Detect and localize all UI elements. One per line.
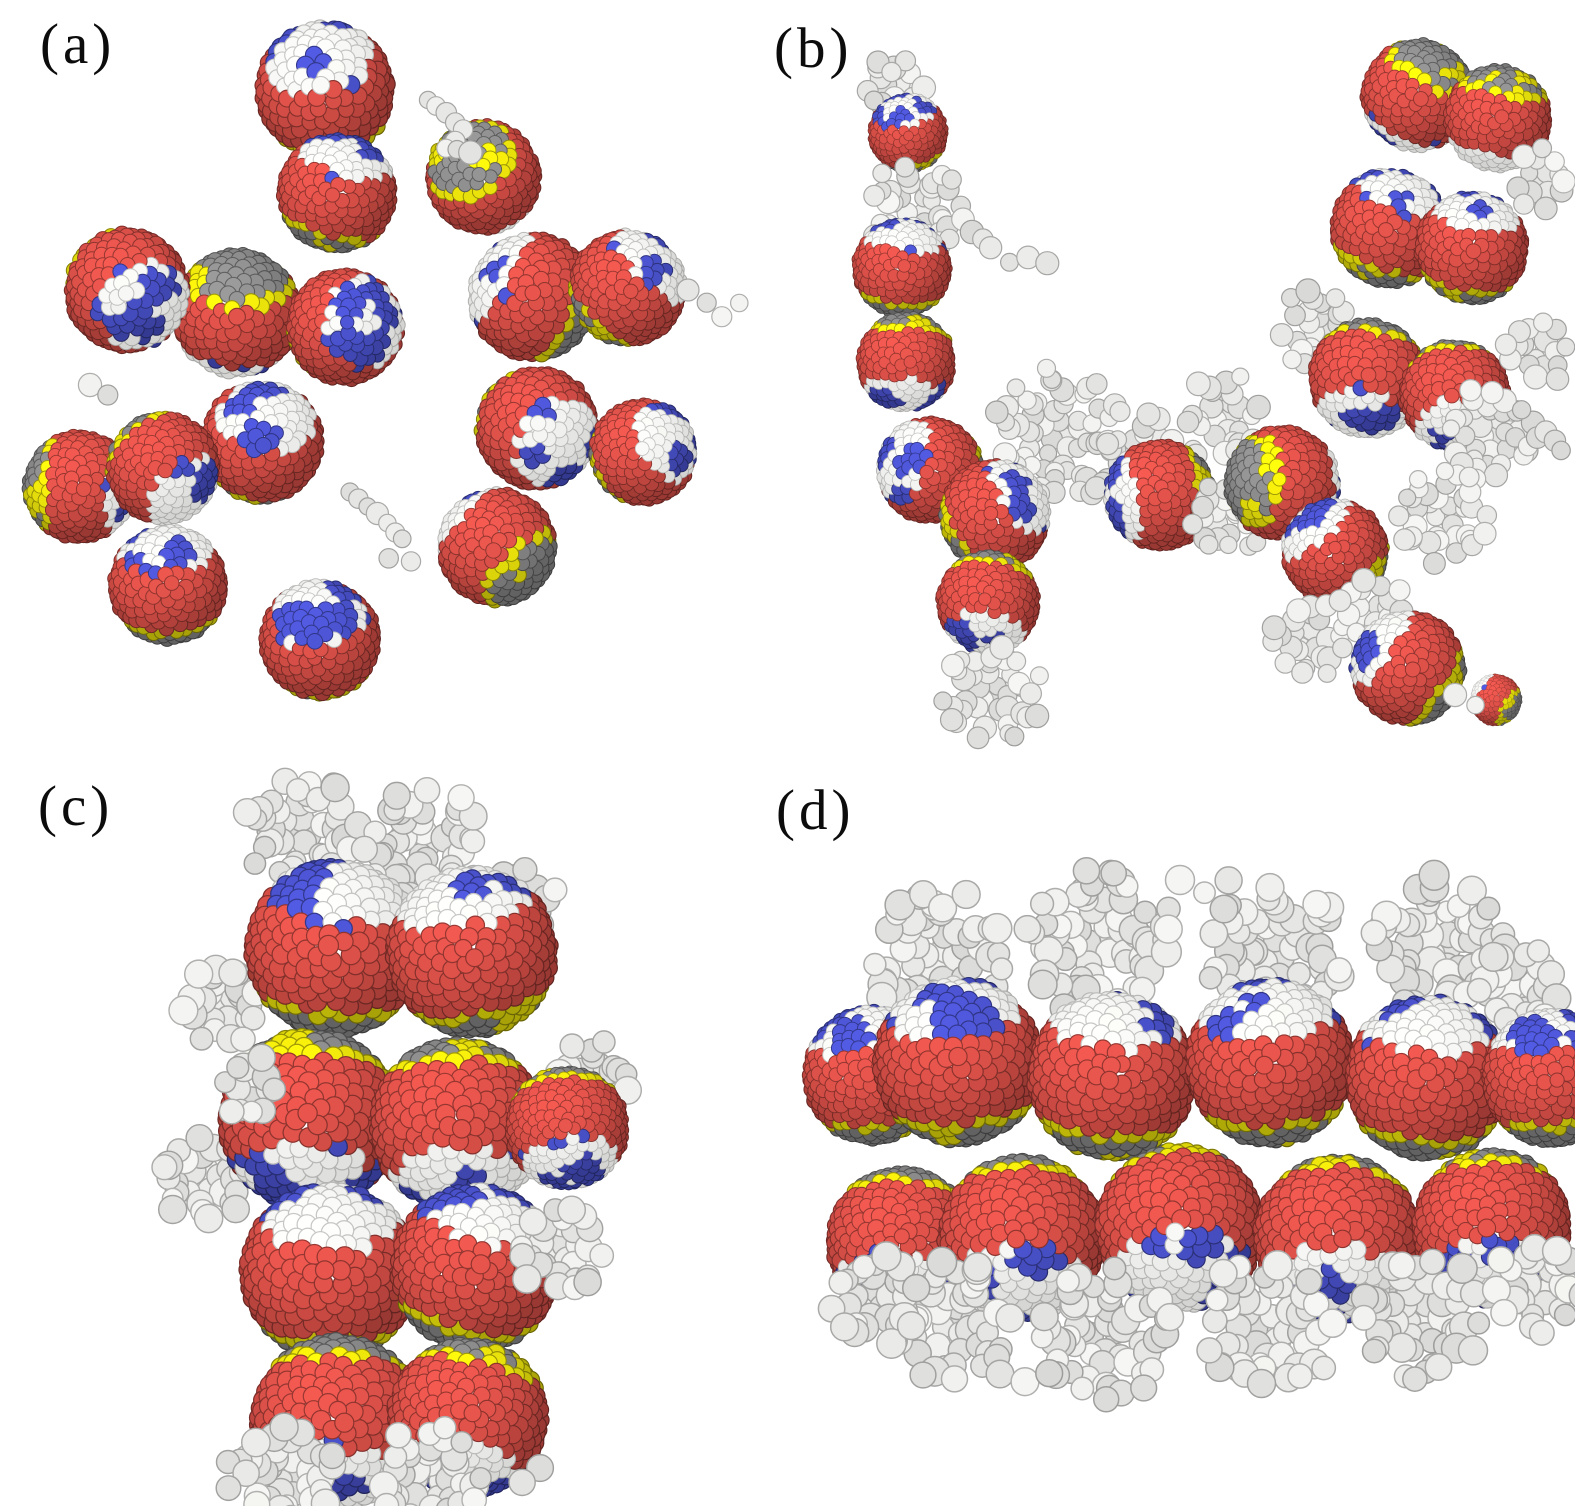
- panel-a-snapshot: [21, 19, 749, 702]
- panel-b-label: (b): [774, 17, 853, 80]
- panel-c-label: (c): [38, 775, 114, 838]
- panel-b-snapshot: [851, 37, 1575, 750]
- panel-d-label: (d): [776, 779, 855, 842]
- panel-d-snapshot: [801, 856, 1575, 1413]
- panel-a-label: (a): [40, 13, 116, 76]
- panel-c-snapshot: [151, 767, 643, 1506]
